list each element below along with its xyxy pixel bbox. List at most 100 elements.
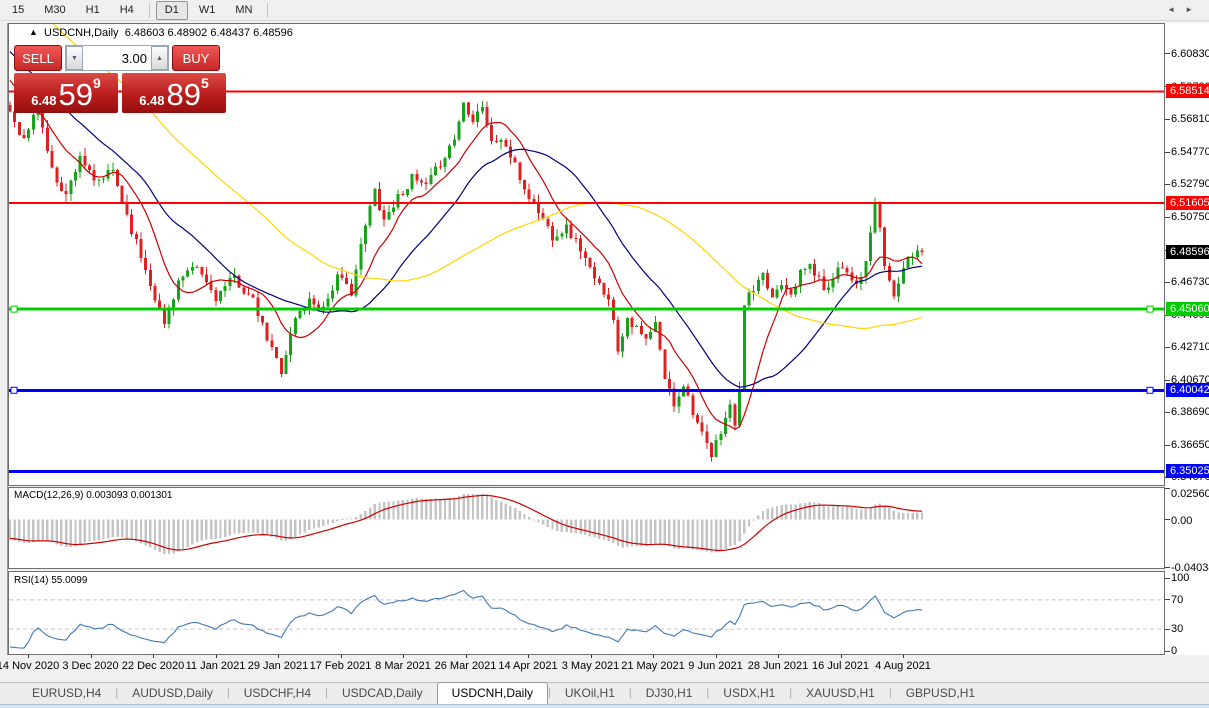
timeframe-button-d1[interactable]: D1 xyxy=(155,0,188,20)
hline-handle[interactable] xyxy=(10,386,18,394)
tab-scroll-right-icon[interactable]: ► xyxy=(1185,5,1203,14)
price-level-badge-6.51605: 6.51605 xyxy=(1166,196,1209,211)
macd-histogram-bar xyxy=(163,519,166,554)
date-axis-label: 29 Jan 2021 xyxy=(247,660,309,672)
candle xyxy=(541,207,545,220)
candle xyxy=(359,237,363,276)
macd-histogram-bar xyxy=(429,498,433,520)
date-axis-label: 21 May 2021 xyxy=(621,660,685,672)
tab-scroll-arrows: ◄► xyxy=(1167,5,1203,14)
macd-histogram-bar xyxy=(541,519,545,525)
rsi-pane xyxy=(8,571,1165,655)
main-chart-canvas[interactable] xyxy=(9,24,1164,485)
candle xyxy=(691,393,695,419)
tab-usdchf[interactable]: USDCHF,H4 xyxy=(243,686,312,700)
macd-histogram-bar xyxy=(640,519,643,546)
candle xyxy=(420,178,424,187)
candle xyxy=(803,267,807,275)
macd-histogram-bar xyxy=(677,519,680,550)
tab-xauusd[interactable]: XAUUSD,H1 xyxy=(806,686,875,700)
candle xyxy=(770,287,774,298)
macd-histogram-bar xyxy=(705,519,709,552)
volume-increase-icon[interactable]: ▲ xyxy=(151,46,168,70)
macd-histogram-bar xyxy=(682,519,685,549)
candle xyxy=(826,281,830,294)
tab-ukoil[interactable]: UKOil,H1 xyxy=(564,686,615,700)
candle xyxy=(45,119,49,154)
price-axis-tick: 6.46730 xyxy=(1171,276,1209,289)
tab-usdx[interactable]: USDX,H1 xyxy=(723,686,776,700)
tab-usdcnh[interactable]: USDCNH,Daily xyxy=(436,682,548,704)
hline-handle[interactable] xyxy=(1146,386,1154,394)
macd-histogram-bar xyxy=(18,519,21,542)
timeframe-button-m30[interactable]: M30 xyxy=(44,3,66,16)
price-axis-tick-mark xyxy=(1165,281,1170,283)
macd-histogram-bar xyxy=(228,519,232,536)
candle xyxy=(270,333,274,351)
candle xyxy=(742,304,746,393)
timeframe-button-h4[interactable]: H4 xyxy=(119,3,134,16)
hline-handle[interactable] xyxy=(10,305,18,313)
candle xyxy=(410,173,414,192)
candle xyxy=(532,194,536,204)
one-click-collapse-icon[interactable]: ▲ xyxy=(29,27,38,37)
timeframe-button-h1[interactable]: H1 xyxy=(85,3,100,16)
macd-histogram-bar xyxy=(32,519,35,543)
macd-histogram-bar xyxy=(233,519,236,535)
macd-histogram-bar xyxy=(738,519,741,542)
price-axis-tick: 6.36650 xyxy=(1171,439,1209,452)
tab-audusd[interactable]: AUDUSD,Daily xyxy=(132,686,213,700)
macd-histogram-bar xyxy=(686,519,690,549)
timeframe-button-mn[interactable]: MN xyxy=(235,3,253,16)
volume-decrease-icon[interactable]: ▼ xyxy=(66,46,83,70)
macd-histogram-bar xyxy=(906,512,910,520)
macd-histogram-bar xyxy=(219,519,222,539)
macd-histogram-bar xyxy=(495,499,498,520)
buy-button[interactable]: BUY xyxy=(172,45,220,71)
candle xyxy=(176,278,180,302)
macd-histogram-bar xyxy=(125,519,129,539)
candle xyxy=(256,290,260,322)
sell-price-display[interactable]: 6.48 59 9 xyxy=(14,73,118,113)
chart-title: USDCNH,Daily 6.48603 6.48902 6.48437 6.4… xyxy=(44,27,293,39)
timeframe-button-w1[interactable]: W1 xyxy=(198,3,216,16)
date-axis-tick-mark xyxy=(403,655,404,658)
candle xyxy=(59,176,63,192)
macd-histogram-bar xyxy=(794,504,797,520)
buy-price-display[interactable]: 6.48 89 5 xyxy=(122,73,226,113)
macd-histogram-bar xyxy=(869,507,872,520)
date-axis-label: 3 Dec 2020 xyxy=(62,660,119,672)
ma-25-line[interactable] xyxy=(9,51,923,388)
tab-usdcad[interactable]: USDCAD,Daily xyxy=(341,686,423,700)
tab-dj30[interactable]: DJ30,H1 xyxy=(645,686,693,700)
sell-button[interactable]: SELL xyxy=(14,45,62,71)
candle xyxy=(593,262,597,286)
macd-histogram-bar xyxy=(537,519,540,523)
macd-histogram-bar xyxy=(9,519,12,540)
hline-handle[interactable] xyxy=(1146,305,1154,313)
rsi-canvas[interactable] xyxy=(9,572,1164,654)
candle xyxy=(382,205,386,227)
macd-histogram-bar xyxy=(649,519,652,545)
ma-10-line[interactable] xyxy=(9,79,923,430)
macd-histogram-bar xyxy=(392,501,395,520)
candle xyxy=(139,232,143,263)
candle xyxy=(677,391,681,413)
date-axis-tick-mark xyxy=(778,655,779,658)
macd-histogram-bar xyxy=(691,519,695,550)
macd-canvas[interactable] xyxy=(9,488,1164,568)
candle xyxy=(415,169,419,185)
ma-60-line[interactable] xyxy=(10,24,923,329)
candle xyxy=(630,316,634,335)
candle xyxy=(494,135,498,144)
date-axis-tick-mark xyxy=(590,655,592,658)
timeframe-button-15[interactable]: 15 xyxy=(12,3,25,16)
candle xyxy=(602,282,606,298)
tab-gbpusd[interactable]: GBPUSD,H1 xyxy=(905,686,976,700)
date-axis-label: 8 Mar 2021 xyxy=(375,660,431,672)
candle xyxy=(911,252,915,265)
tab-eurusd[interactable]: EURUSD,H4 xyxy=(32,686,102,700)
candle xyxy=(228,272,232,292)
tab-scroll-left-icon[interactable]: ◄ xyxy=(1167,5,1186,14)
volume-input[interactable] xyxy=(83,46,151,70)
